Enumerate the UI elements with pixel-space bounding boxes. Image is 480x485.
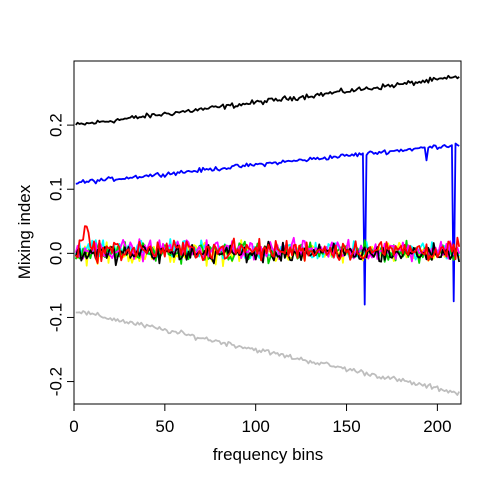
y-tick-label: -0.2 <box>46 367 65 396</box>
x-tick-label: 150 <box>332 417 360 436</box>
x-tick-label: 100 <box>242 417 270 436</box>
x-tick-label: 200 <box>423 417 451 436</box>
series-layer <box>74 74 461 396</box>
x-tick-label: 50 <box>155 417 174 436</box>
series-line-1 <box>75 74 460 126</box>
series-line-2 <box>75 142 460 306</box>
y-axis-title: Mixing index <box>15 184 34 279</box>
y-tick-label: -0.1 <box>46 303 65 332</box>
y-tick-label: 0.1 <box>46 177 65 201</box>
x-tick-label: 0 <box>69 417 78 436</box>
axis-layer: 0 50 100 150 200 -0.2 -0.1 0.0 0.1 0.2 <box>46 113 451 436</box>
y-tick-label: 0.0 <box>46 242 65 266</box>
y-tick-label: 0.2 <box>46 113 65 137</box>
series-line-9 <box>75 225 461 264</box>
series-line-3 <box>75 310 460 396</box>
plot-frame <box>73 60 462 405</box>
x-axis-title: frequency bins <box>213 445 324 464</box>
